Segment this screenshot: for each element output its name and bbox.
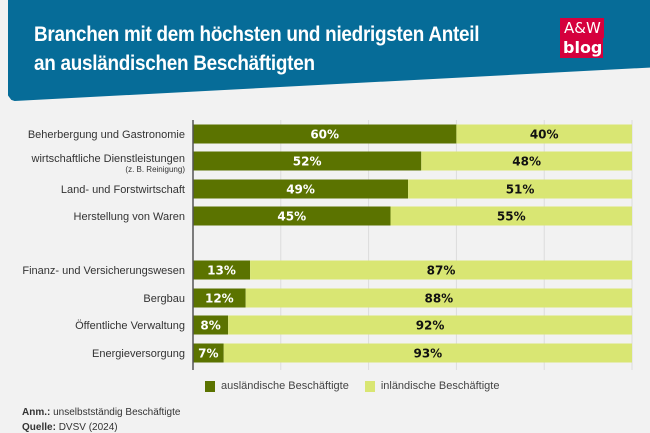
- bar-domestic: [456, 124, 632, 144]
- bar-domestic: [390, 206, 632, 226]
- legend: ausländische Beschäftigte inländische Be…: [205, 380, 499, 392]
- category-label: Bergbau: [143, 293, 185, 305]
- logo-line2: blog: [560, 38, 603, 58]
- bar-domestic: [408, 179, 632, 199]
- data-label: 49%: [286, 183, 315, 197]
- data-label: 40%: [530, 128, 559, 142]
- data-label: 92%: [416, 319, 445, 333]
- source: Quelle: DVSV (2024): [22, 422, 118, 433]
- category-label: Herstellung von Waren: [74, 211, 185, 223]
- bar-foreign: [193, 315, 229, 335]
- data-label: 48%: [512, 155, 541, 169]
- source-text: DVSV (2024): [58, 422, 118, 433]
- category-label: Beherbergung und Gastronomie: [28, 129, 185, 141]
- bar-foreign: [193, 260, 251, 280]
- bar-foreign: [193, 124, 457, 144]
- data-label: 8%: [200, 319, 220, 333]
- data-label: 51%: [506, 183, 535, 197]
- category-sublabel: (z. B. Reinigung): [125, 165, 185, 174]
- source-label: Quelle:: [22, 422, 56, 433]
- bar-domestic: [223, 343, 633, 363]
- category-label: Land- und Forstwirtschaft: [61, 184, 185, 196]
- data-label: 55%: [497, 210, 526, 224]
- category-label: Energieversorgung: [92, 348, 185, 360]
- note-label: Anm.:: [22, 407, 51, 418]
- bar-domestic: [228, 315, 632, 335]
- bar-foreign: [193, 179, 409, 199]
- legend-label-foreign: ausländische Beschäftigte: [221, 380, 349, 392]
- category-label: Öffentliche Verwaltung: [75, 320, 185, 332]
- data-label: 88%: [424, 292, 453, 306]
- logo-line1: A&W: [560, 18, 604, 38]
- data-label: 87%: [427, 264, 456, 278]
- data-label: 93%: [413, 347, 442, 361]
- data-label: 45%: [277, 210, 306, 224]
- aw-blog-logo: A&W blog: [560, 18, 604, 58]
- legend-swatch-foreign: [205, 380, 215, 392]
- category-label: Finanz- und Versicherungswesen: [22, 265, 185, 277]
- bar-foreign: [193, 288, 246, 308]
- legend-swatch-domestic: [364, 380, 375, 392]
- data-label: 60%: [310, 128, 339, 142]
- bar-foreign: [193, 343, 224, 363]
- note-text: unselbstständig Beschäftigte: [53, 407, 181, 418]
- data-label: 12%: [205, 292, 234, 306]
- bar-foreign: [193, 151, 422, 171]
- legend-label-domestic: inländische Beschäftigte: [380, 380, 500, 392]
- data-label: 52%: [293, 155, 322, 169]
- bar-domestic: [421, 151, 632, 171]
- chart-title: Branchen mit dem höchsten und niedrigste…: [34, 23, 480, 75]
- bar-domestic: [245, 288, 632, 308]
- bar-domestic: [250, 260, 632, 280]
- category-label: wirtschaftliche Dienstleistungen: [31, 153, 185, 165]
- bar-foreign: [193, 206, 391, 226]
- data-label: 13%: [207, 264, 236, 278]
- data-label: 7%: [198, 347, 218, 361]
- note: Anm.: unselbstständig Beschäftigte: [22, 407, 180, 418]
